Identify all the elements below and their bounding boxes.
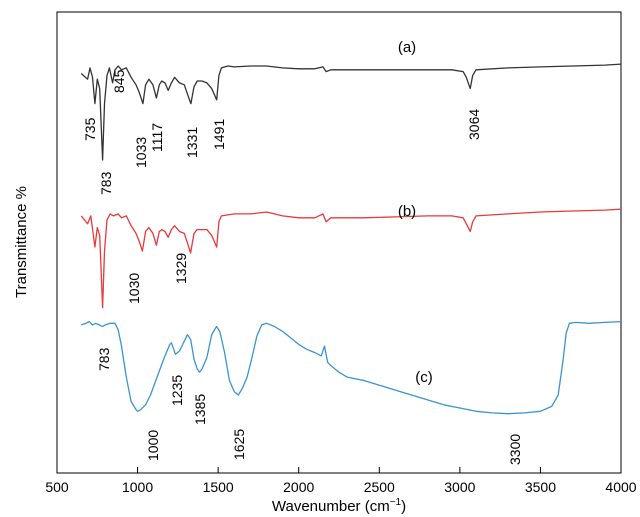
series-layer — [80, 63, 622, 415]
peak-label: 3064 — [466, 109, 482, 140]
x-tick-label: 2000 — [283, 479, 314, 495]
peak-label: 1235 — [169, 375, 185, 406]
curve-label-a: (a) — [398, 39, 416, 56]
curve-label-b: (b) — [398, 203, 416, 220]
peak-label: 1385 — [192, 394, 208, 425]
x-tick-label: 4000 — [605, 479, 636, 495]
peak-label: 845 — [111, 69, 127, 93]
x-tick-label: 2500 — [364, 479, 395, 495]
peak-label: 1117 — [149, 123, 165, 152]
curve-labels: (a) (b) (c) — [398, 39, 433, 386]
y-axis-title: Transmittance % — [13, 186, 30, 298]
x-tick-label: 3500 — [525, 479, 556, 495]
peak-label: 1331 — [184, 127, 200, 158]
peak-label: 783 — [98, 171, 114, 195]
x-axis-title: Wavenumber (cm−1) — [272, 497, 406, 515]
peak-label: 1625 — [231, 429, 247, 460]
x-tick-label: 500 — [45, 479, 69, 495]
x-tick-label: 1500 — [203, 479, 234, 495]
peak-label: 1000 — [145, 430, 161, 461]
spectrum-line-c — [80, 320, 622, 415]
spectrum-line-b — [80, 208, 622, 309]
x-axis-ticks: 500 1000 1500 2000 2500 3000 3500 4000 — [45, 467, 637, 495]
peak-label: 1491 — [211, 119, 227, 150]
peak-label: 1030 — [126, 273, 142, 304]
curve-label-c: (c) — [415, 369, 433, 386]
peak-label: 783 — [96, 347, 112, 371]
peak-annotations: 735 783 845 1033 1117 1331 1491 3064 1030 1329 783… — [82, 69, 523, 465]
peak-label: 1329 — [173, 253, 189, 284]
plot-frame — [56, 11, 622, 474]
peak-label: 735 — [82, 117, 98, 141]
peak-label: 3300 — [507, 434, 523, 465]
x-tick-label: 3000 — [444, 479, 475, 495]
peak-label: 1033 — [133, 137, 149, 168]
spectrum-line-a — [80, 63, 622, 161]
x-tick-label: 1000 — [122, 479, 153, 495]
